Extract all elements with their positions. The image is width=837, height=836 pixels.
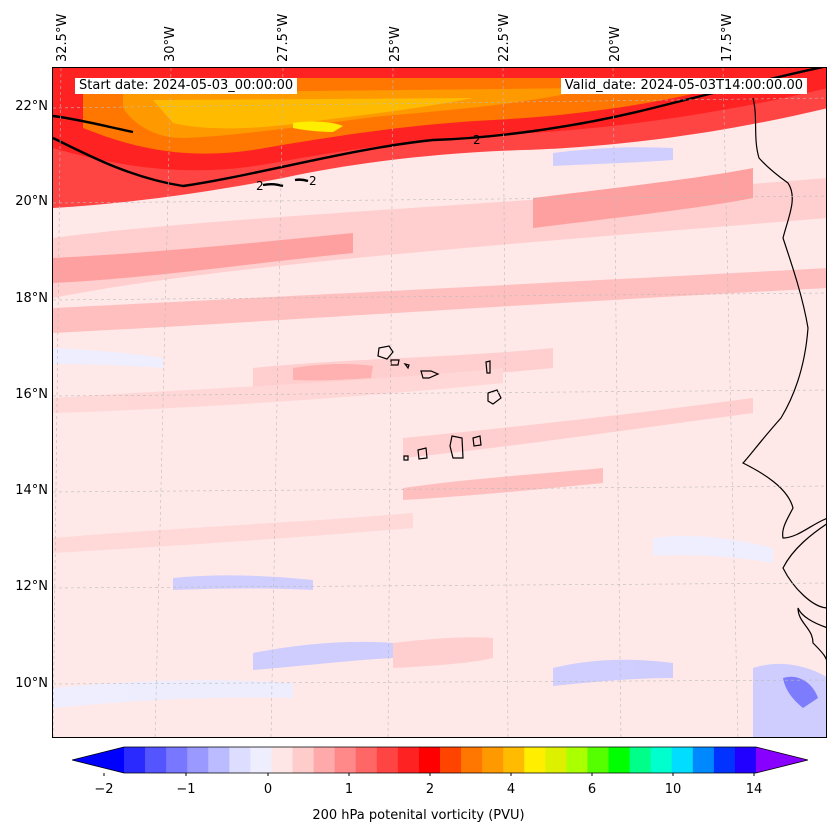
colorbar-tick-label: 1 (344, 782, 354, 797)
colorbar-swatch (503, 747, 525, 773)
colorbar-swatch (587, 747, 610, 773)
colorbar-swatch (608, 747, 631, 773)
lon-label: 22.5°W (497, 13, 512, 62)
colorbar-tick-label: 2 (425, 782, 435, 797)
colorbar-tick-label: −1 (176, 782, 196, 797)
colorbar-tick-label: 0 (263, 782, 273, 797)
lat-label: 16°N (15, 387, 48, 402)
colorbar-swatch (734, 747, 757, 773)
colorbar-tick-label: 6 (587, 782, 597, 797)
lat-label: 12°N (15, 579, 48, 594)
colorbar-swatch (292, 747, 315, 773)
colorbar-tick-label: −2 (94, 782, 114, 797)
africa-coastline (741, 97, 826, 661)
lon-label: 17.5°W (720, 13, 735, 62)
colorbar-swatch (397, 747, 420, 773)
colorbar-swatch (545, 747, 567, 773)
pv-pink-streaks (53, 168, 826, 668)
colorbar-swatch (524, 747, 546, 773)
colorbar-min-arrow (72, 747, 124, 773)
colorbar-swatch (166, 747, 188, 773)
contour-label-2a: 2 (473, 133, 481, 147)
pv-blue-patches (53, 147, 826, 737)
lat-label: 18°N (15, 291, 48, 306)
colorbar-swatch (650, 747, 673, 773)
colorbar-swatch (187, 747, 209, 773)
pv-map: 2 2 2 (53, 68, 826, 737)
lon-label: 20°W (608, 26, 623, 62)
colorbar-swatch (124, 747, 146, 773)
lon-label: 25°W (388, 26, 403, 62)
contour-label-2c: 2 (309, 174, 317, 188)
colorbar-swatch (692, 747, 715, 773)
colorbar-swatch (482, 747, 504, 773)
colorbar-swatch (355, 747, 378, 773)
colorbar-max-arrow (756, 747, 808, 773)
contour-label-2b: 2 (256, 179, 264, 193)
colorbar-swatch (250, 747, 272, 773)
lon-label: 30°W (163, 26, 178, 62)
colorbar-swatch (461, 747, 483, 773)
colorbar-swatch (418, 747, 441, 773)
colorbar-swatch (376, 747, 399, 773)
colorbar-tick-label: 14 (745, 782, 763, 797)
colorbar-tick-label: 10 (664, 782, 682, 797)
lat-label: 14°N (15, 483, 48, 498)
colorbar-swatch (713, 747, 736, 773)
colorbar-swatch (566, 747, 588, 773)
colorbar-swatch (229, 747, 251, 773)
colorbar-tick-label: 4 (506, 782, 516, 797)
lat-label: 22°N (15, 99, 48, 114)
colorbar-swatch (271, 747, 294, 773)
cape-verde-islands (377, 345, 502, 461)
colorbar-swatch (145, 747, 167, 773)
colorbar-swatch (313, 747, 336, 773)
lat-label: 20°N (15, 194, 48, 209)
colorbar (72, 746, 808, 776)
colorbar-outline (72, 746, 808, 774)
lat-label: 10°N (15, 676, 48, 691)
start-date-label: Start date: 2024-05-03_00:00:00 (75, 78, 298, 94)
map-panel: 2 2 2 (52, 67, 827, 738)
valid-date-label: Valid_date: 2024-05-03T14:00:00.00 (560, 78, 807, 94)
lon-label: 32.5°W (55, 13, 70, 62)
lon-label: 27.5°W (276, 13, 291, 62)
colorbar-swatch (334, 747, 357, 773)
graticule (53, 68, 826, 737)
colorbar-label: 200 hPa potenital vorticity (PVU) (312, 808, 525, 823)
colorbar-swatch (208, 747, 230, 773)
colorbar-swatch (629, 747, 652, 773)
colorbar-swatch (671, 747, 694, 773)
colorbar-swatch (440, 747, 462, 773)
